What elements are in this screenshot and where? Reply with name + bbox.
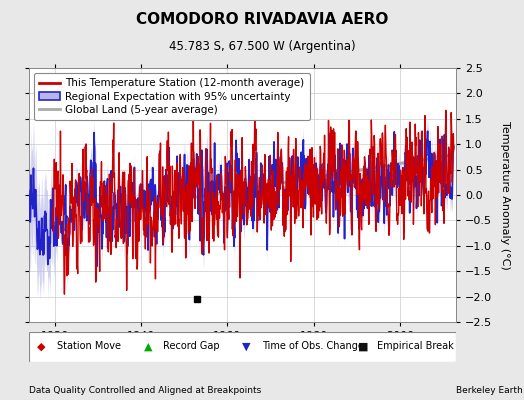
- Legend: This Temperature Station (12-month average), Regional Expectation with 95% uncer: This Temperature Station (12-month avera…: [34, 73, 310, 120]
- Text: 45.783 S, 67.500 W (Argentina): 45.783 S, 67.500 W (Argentina): [169, 40, 355, 53]
- Text: ◆: ◆: [37, 341, 46, 351]
- Text: ▼: ▼: [242, 341, 251, 351]
- Text: ▲: ▲: [144, 341, 152, 351]
- Y-axis label: Temperature Anomaly (°C): Temperature Anomaly (°C): [500, 121, 510, 269]
- Text: Berkeley Earth: Berkeley Earth: [456, 386, 522, 395]
- Text: Record Gap: Record Gap: [163, 341, 220, 351]
- Text: Empirical Break: Empirical Break: [377, 341, 454, 351]
- FancyBboxPatch shape: [29, 332, 456, 362]
- Text: COMODORO RIVADAVIA AERO: COMODORO RIVADAVIA AERO: [136, 12, 388, 27]
- Text: ■: ■: [358, 341, 368, 351]
- Text: Station Move: Station Move: [57, 341, 121, 351]
- Text: Data Quality Controlled and Aligned at Breakpoints: Data Quality Controlled and Aligned at B…: [29, 386, 261, 395]
- Text: Time of Obs. Change: Time of Obs. Change: [261, 341, 364, 351]
